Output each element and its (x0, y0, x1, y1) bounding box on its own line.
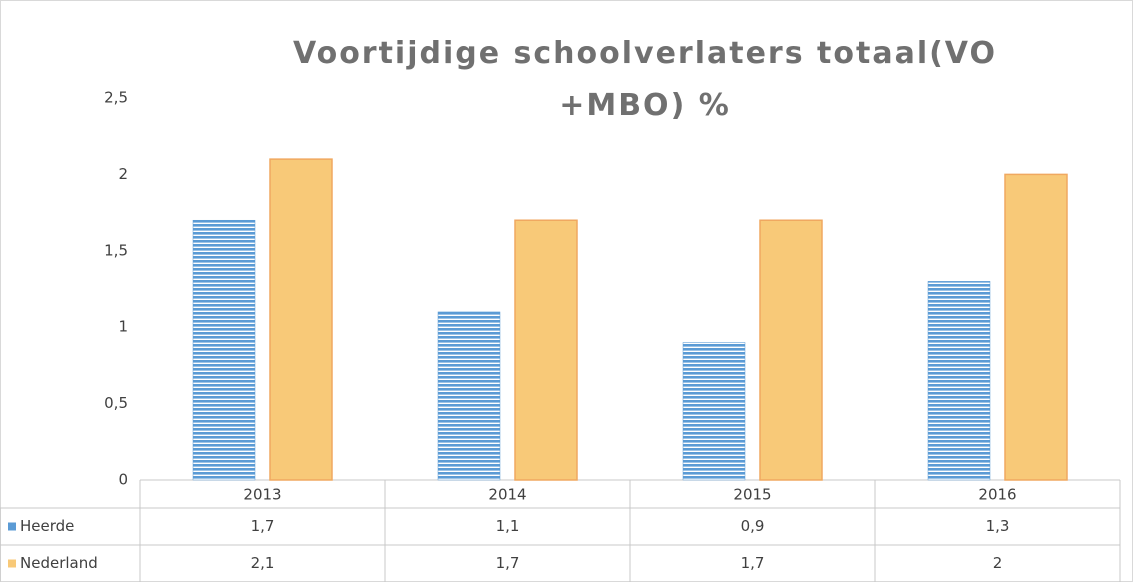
table-cell: 1,1 (496, 517, 520, 535)
table-cell: 1,3 (986, 517, 1010, 535)
legend-label: Nederland (20, 554, 98, 572)
x-tick-label: 2013 (243, 486, 281, 504)
legend-swatch (8, 522, 16, 531)
bar (927, 281, 991, 481)
x-tick-label: 2015 (733, 486, 771, 504)
y-tick-label: 2,5 (104, 89, 128, 107)
table-cell: 0,9 (741, 517, 765, 535)
legend-label: Heerde (20, 517, 74, 535)
x-tick-label: 2016 (978, 486, 1016, 504)
y-tick-label: 2 (118, 165, 128, 183)
x-tick-label: 2014 (488, 486, 526, 504)
table-cell: 1,7 (251, 517, 275, 535)
table-cell: 2 (993, 554, 1003, 572)
bar (437, 311, 501, 481)
bar (269, 158, 333, 481)
bar (514, 219, 578, 481)
table-cell: 2,1 (251, 554, 275, 572)
y-tick-label: 0 (118, 471, 128, 489)
bar (682, 342, 746, 481)
y-tick-label: 1,5 (104, 241, 128, 259)
legend-swatch (8, 559, 16, 568)
y-tick-label: 0,5 (104, 394, 128, 412)
bar (192, 219, 256, 481)
table-cell: 1,7 (496, 554, 520, 572)
table-cell: 1,7 (741, 554, 765, 572)
bar (759, 219, 823, 481)
y-tick-label: 1 (118, 318, 128, 336)
chart-title: Voortijdige schoolverlaters totaal(VO +M… (293, 36, 997, 123)
bar (1004, 173, 1068, 481)
